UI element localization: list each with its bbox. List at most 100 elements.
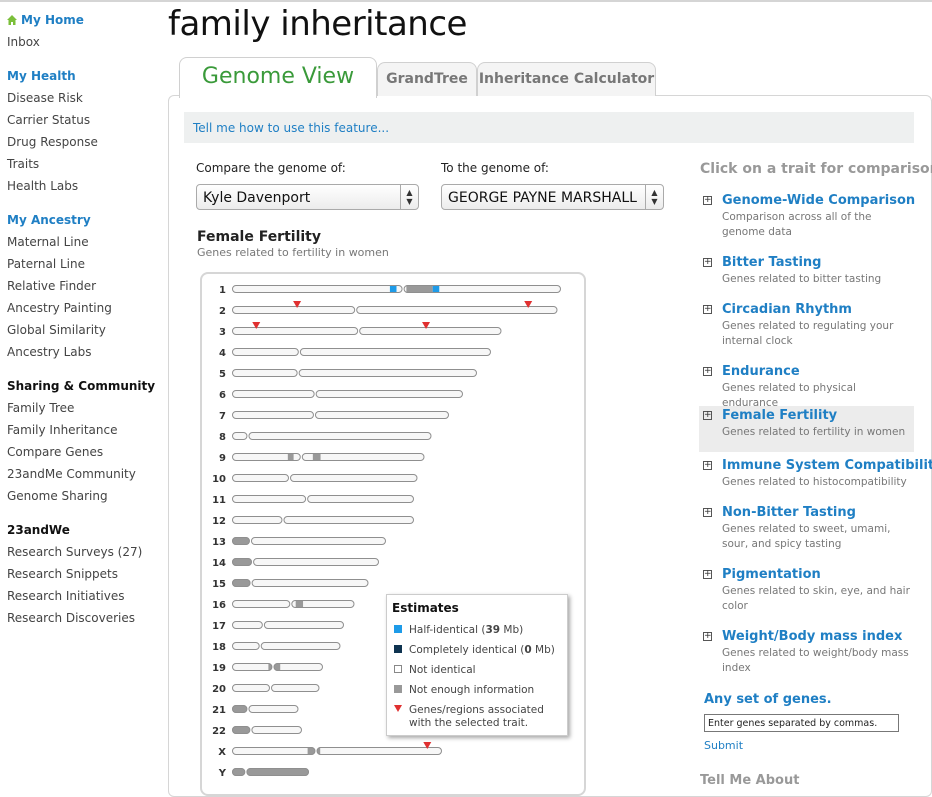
trait-marker-icon	[252, 322, 261, 329]
legend-text-pre: Genes/regions associated with the select…	[409, 704, 544, 729]
sidebar-section-23andwe[interactable]: 23andWe	[7, 523, 70, 537]
chromosome-body	[232, 579, 369, 587]
chromosome-label: 10	[212, 474, 226, 485]
trait-name[interactable]: Circadian Rhythm	[722, 302, 852, 317]
trait-item-weight-body-mass-index[interactable]: + Weight/Body mass index Genes related to …	[699, 627, 914, 674]
chromosome-arm-q	[250, 537, 387, 545]
genome-b-value: GEORGE PAYNE MARSHALL	[448, 190, 637, 206]
chromosome-body	[232, 705, 299, 713]
sidebar-item-traits[interactable]: Traits	[7, 157, 40, 171]
chromosome-arm-q	[359, 327, 502, 335]
trait-name[interactable]: Pigmentation	[722, 567, 821, 582]
trait-name[interactable]: Endurance	[722, 364, 800, 379]
tab-grandtree[interactable]: GrandTree	[377, 62, 477, 96]
trait-item-circadian-rhythm[interactable]: + Circadian Rhythm Genes related to regula…	[699, 300, 914, 347]
sidebar-item-research-surveys-27[interactable]: Research Surveys (27)	[7, 545, 143, 559]
sidebar-item-disease-risk[interactable]: Disease Risk	[7, 91, 83, 105]
trait-item-immune-system-compatibility[interactable]: + Immune System Compatibility Genes relate…	[699, 456, 932, 492]
trait-name[interactable]: Female Fertility	[722, 408, 838, 423]
sidebar-item-ancestry-painting[interactable]: Ancestry Painting	[7, 301, 112, 315]
sidebar-item-maternal-line[interactable]: Maternal Line	[7, 235, 89, 249]
chromosome-arm-q	[251, 579, 369, 587]
sidebar-item-drug-response[interactable]: Drug Response	[7, 135, 98, 149]
not-identical-region	[232, 369, 477, 377]
estimates-legend: Estimates Half-identical (39 Mb) Complete…	[386, 594, 568, 736]
expand-plus-icon[interactable]: +	[703, 257, 712, 267]
expand-plus-icon[interactable]: +	[703, 366, 712, 376]
chromosome-body	[232, 327, 502, 335]
chromosome-label: 13	[212, 537, 226, 548]
chromosome-body	[232, 474, 418, 482]
legend-item-noinfo: Not enough information	[394, 684, 534, 696]
sidebar-item-carrier-status[interactable]: Carrier Status	[7, 113, 91, 127]
chromosome-label: 6	[219, 390, 226, 401]
not-identical-region	[232, 558, 379, 566]
sidebar-item-genome-sharing[interactable]: Genome Sharing	[7, 489, 108, 503]
expand-plus-icon[interactable]: +	[703, 195, 712, 205]
sidebar-item-health-labs[interactable]: Health Labs	[7, 179, 79, 193]
sidebar-item-23andme-community[interactable]: 23andMe Community	[7, 467, 136, 481]
sidebar-item-relative-finder[interactable]: Relative Finder	[7, 279, 97, 293]
expand-plus-icon[interactable]: +	[703, 304, 712, 314]
gene-input[interactable]	[704, 714, 899, 732]
trait-name[interactable]: Genome-Wide Comparison	[722, 193, 916, 208]
chromosome-arm-q	[253, 558, 379, 566]
chromosome-label: 5	[219, 369, 226, 380]
genome-b-select[interactable]: GEORGE PAYNE MARSHALL ▲ ▼	[441, 184, 664, 210]
trait-name[interactable]: Immune System Compatibility	[722, 458, 932, 473]
genome-a-select[interactable]: Kyle Davenport ▲ ▼	[196, 184, 419, 210]
sidebar-section-my-health[interactable]: My Health	[7, 69, 76, 83]
any-set-heading: Any set of genes.	[704, 692, 832, 707]
trait-item-female-fertility[interactable]: + Female Fertility Genes related to fertil…	[699, 406, 914, 452]
trait-name[interactable]: Non-Bitter Tasting	[722, 505, 856, 520]
trait-description: Genes related to sweet, umami, sour, and…	[722, 523, 891, 550]
trait-item-non-bitter-tasting[interactable]: + Non-Bitter Tasting Genes related to swee…	[699, 503, 914, 550]
submit-link[interactable]: Submit	[704, 739, 744, 752]
trait-description: Genes related to regulating your interna…	[722, 320, 894, 347]
sidebar-item-ancestry-labs[interactable]: Ancestry Labs	[7, 345, 92, 359]
no-info-region	[295, 600, 304, 608]
chromosome-7: 7	[219, 411, 449, 422]
expand-plus-icon[interactable]: +	[703, 460, 712, 470]
help-link[interactable]: Tell me how to use this feature...	[193, 121, 390, 135]
trait-item-genome-wide-comparison[interactable]: + Genome-Wide Comparison Comparison across…	[699, 191, 916, 238]
trait-name[interactable]: Weight/Body mass index	[722, 629, 903, 644]
sidebar-item-paternal-line[interactable]: Paternal Line	[7, 257, 85, 271]
expand-plus-icon[interactable]: +	[703, 631, 712, 641]
sidebar-item-global-similarity[interactable]: Global Similarity	[7, 323, 106, 337]
legend-text-pre: Not identical	[409, 664, 476, 676]
chromosome-15: 15	[212, 579, 369, 590]
sidebar-item-research-discoveries[interactable]: Research Discoveries	[7, 611, 136, 625]
chromosome-arm-q	[307, 495, 414, 503]
sidebar-item-research-initiatives[interactable]: Research Initiatives	[7, 589, 125, 603]
trait-item-bitter-tasting[interactable]: + Bitter Tasting Genes related to bitter t…	[699, 253, 914, 289]
sidebar-item-research-snippets[interactable]: Research Snippets	[7, 567, 118, 581]
chromosome-body	[232, 558, 379, 566]
chromosome-arm-p	[232, 642, 260, 650]
sidebar-item-compare-genes[interactable]: Compare Genes	[7, 445, 104, 459]
sidebar-section-my-ancestry[interactable]: My Ancestry	[7, 213, 91, 227]
sidebar-item-inbox[interactable]: Inbox	[7, 35, 40, 49]
expand-plus-icon[interactable]: +	[703, 507, 712, 517]
chromosome-20: 20	[212, 684, 320, 695]
sidebar-section-sharing-community[interactable]: Sharing & Community	[7, 379, 155, 393]
chromosome-22: 22	[212, 726, 302, 737]
chromosome-3: 3	[219, 322, 502, 338]
not-identical-region	[232, 432, 432, 440]
expand-plus-icon[interactable]: +	[703, 569, 712, 579]
chromosome-body	[232, 684, 320, 692]
expand-plus-icon[interactable]: +	[703, 410, 712, 420]
trait-item-endurance[interactable]: + Endurance Genes related to physical endu…	[699, 362, 914, 409]
chromosome-11: 11	[212, 495, 414, 506]
tab-inheritance-calculator[interactable]: Inheritance Calculator	[477, 62, 656, 96]
tab-genome-view[interactable]: Genome View	[179, 57, 377, 98]
trait-name[interactable]: Bitter Tasting	[722, 255, 822, 270]
legend-item-complete: Completely identical (0 Mb)	[394, 644, 555, 656]
trait-item-pigmentation[interactable]: + Pigmentation Genes related to skin, eye,…	[699, 565, 914, 612]
sidebar-item-family-inheritance[interactable]: Family Inheritance	[7, 423, 118, 437]
chromosome-19: 19	[212, 663, 323, 674]
chromosome-body	[232, 306, 558, 314]
legend-text: Half-identical (39 Mb)	[409, 624, 523, 636]
sidebar-section-my-home[interactable]: My Home	[7, 13, 84, 27]
sidebar-item-family-tree[interactable]: Family Tree	[7, 401, 75, 415]
